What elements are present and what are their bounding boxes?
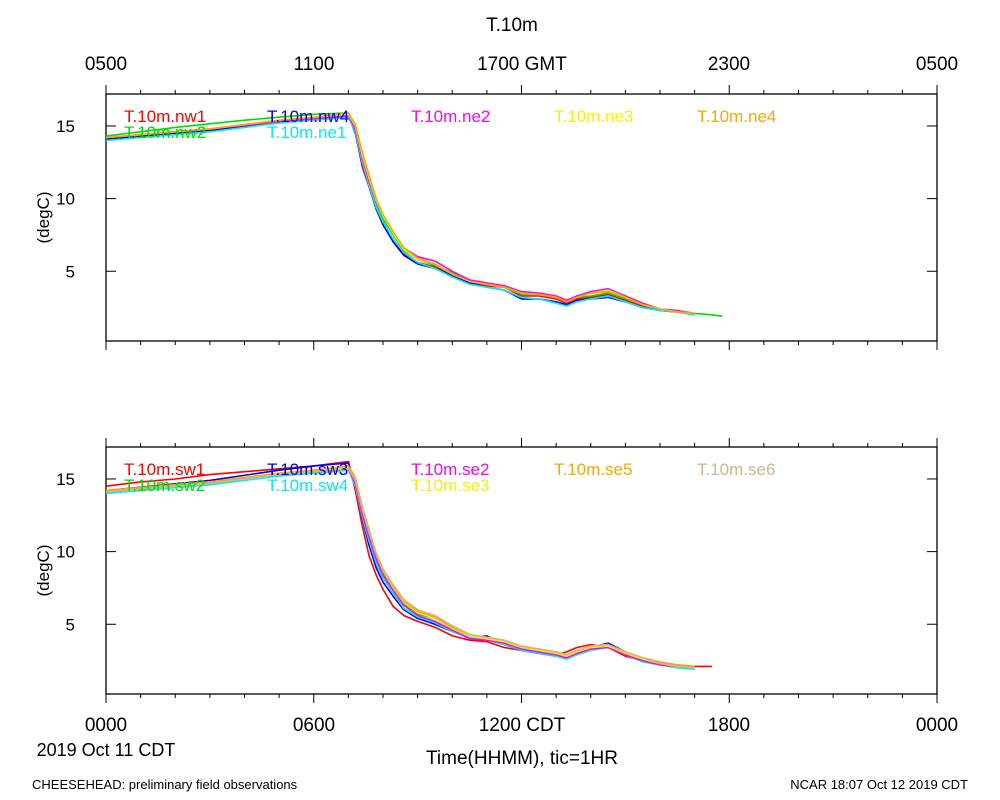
series-line-T-10m-ne4 bbox=[105, 112, 695, 315]
legend-entry: T.10m.se5 bbox=[554, 460, 632, 479]
series-line-T-10m-se3 bbox=[105, 466, 695, 669]
cdt-tick-label: 0600 bbox=[293, 715, 335, 736]
legend-entry: T.10m.ne4 bbox=[697, 107, 776, 126]
y-tick-label: 5 bbox=[66, 615, 75, 634]
date-label: 2019 Oct 11 CDT bbox=[37, 740, 176, 760]
plot-frame bbox=[105, 446, 938, 695]
legend-entry: T.10m.sw3 bbox=[267, 460, 348, 479]
x-axis-label: Time(HHMM), tic=1HR bbox=[426, 748, 618, 769]
plot-frame bbox=[105, 93, 938, 342]
gmt-tick-label: 1700 GMT bbox=[477, 54, 567, 75]
y-tick-label: 10 bbox=[56, 543, 75, 562]
gmt-tick-label: 2300 bbox=[708, 54, 750, 75]
legend-entry: T.10m.nw2 bbox=[124, 123, 206, 142]
gmt-tick-label: 0500 bbox=[85, 54, 127, 75]
gmt-tick-label: 1100 bbox=[294, 54, 335, 75]
footer-left: CHEESEHEAD: preliminary field observatio… bbox=[32, 777, 298, 792]
series-line-T-10m-se2 bbox=[105, 467, 695, 669]
legend-entry: T.10m.se2 bbox=[411, 460, 489, 479]
cdt-tick-label: 0000 bbox=[916, 715, 958, 736]
legend-entry: T.10m.sw1 bbox=[124, 460, 205, 479]
legend-entry: T.10m.ne1 bbox=[267, 123, 346, 142]
y-tick-label: 10 bbox=[56, 190, 75, 209]
footer-right: NCAR 18:07 Oct 12 2019 CDT bbox=[790, 777, 968, 792]
legend-entry: T.10m.se6 bbox=[697, 460, 775, 479]
y-tick-label: 15 bbox=[56, 470, 75, 489]
legend-entry: T.10m.ne3 bbox=[554, 107, 633, 126]
series-line-T-10m-nw2 bbox=[105, 112, 723, 318]
cdt-tick-label: 1200 CDT bbox=[479, 715, 566, 736]
series-line-T-10m-se6 bbox=[105, 467, 695, 669]
y-axis-label: (degC) bbox=[34, 192, 53, 244]
top-panel: 5 10 15 (degC) T.10m.nw1 T.10m.nw4 T.10m.ne2 T.… bbox=[34, 85, 938, 350]
y-tick-label: 15 bbox=[56, 117, 75, 136]
series-line-T-10m-ne1 bbox=[105, 116, 695, 316]
series-line-T-10m-ne3 bbox=[105, 113, 695, 315]
legend-entry: T.10m.nw4 bbox=[267, 107, 349, 126]
legend-entry: T.10m.ne2 bbox=[411, 107, 490, 126]
y-axis-label: (degC) bbox=[34, 545, 53, 597]
chart-title: T.10m bbox=[486, 15, 538, 36]
cdt-tick-label: 1800 bbox=[708, 715, 750, 736]
series-line-T-10m-ne2 bbox=[105, 115, 695, 315]
y-tick-label: 5 bbox=[66, 262, 75, 281]
legend-entry: T.10m.sw2 bbox=[124, 476, 205, 495]
legend-entry: T.10m.se3 bbox=[411, 476, 489, 495]
series-line-T-10m-sw2 bbox=[105, 467, 695, 669]
legend-entry: T.10m.sw4 bbox=[267, 476, 348, 495]
series-line-T-10m-sw4 bbox=[105, 469, 695, 671]
series-line-T-10m-nw1 bbox=[105, 115, 695, 315]
series-line-T-10m-nw4 bbox=[105, 115, 695, 316]
cdt-tick-label: 0000 bbox=[85, 715, 127, 736]
gmt-tick-label: 0500 bbox=[916, 54, 958, 75]
legend-entry: T.10m.nw1 bbox=[124, 107, 206, 126]
series-line-T-10m-se5 bbox=[105, 465, 695, 668]
